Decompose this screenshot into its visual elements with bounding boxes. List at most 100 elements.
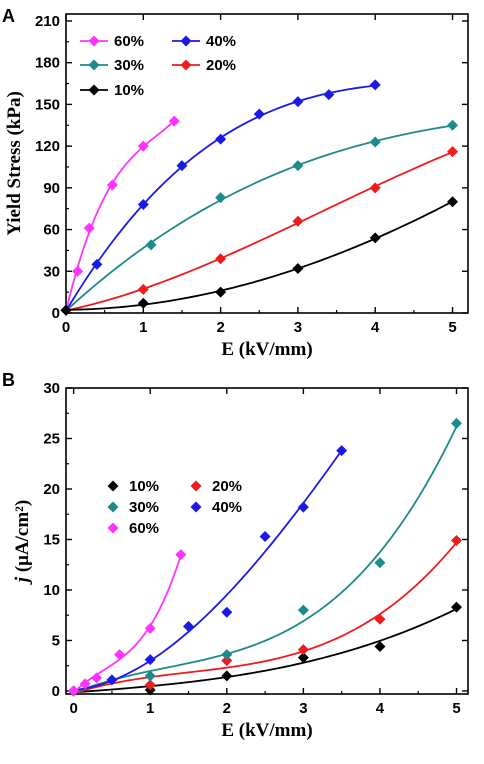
y-tick-label: 0 [52, 683, 60, 700]
legend-label-10%: 10% [114, 82, 144, 99]
data-point-20% [369, 182, 381, 194]
data-point-40% [176, 160, 188, 172]
y-tick-label: 25 [43, 430, 60, 447]
legend-label-20%: 20% [212, 478, 242, 495]
y-axis-label: Yield Stress (kPa) [4, 91, 25, 236]
legend: 60% 40% 30% 20% 10% [80, 33, 236, 99]
data-point-10% [447, 196, 459, 208]
y-tick-label: 90 [43, 180, 60, 197]
data-point-30% [451, 417, 463, 429]
series-curve-20% [73, 541, 458, 695]
panel-label: A [2, 6, 15, 26]
x-tick-label: 3 [299, 700, 307, 717]
legend-marker-40% [190, 501, 202, 513]
data-point-40% [221, 606, 233, 618]
x-tick-label: 0 [62, 319, 70, 336]
legend-label-60%: 60% [129, 520, 159, 537]
data-point-30% [369, 136, 381, 148]
legend-marker-20% [190, 480, 202, 492]
legend-label-20%: 20% [206, 57, 236, 74]
data-point-30% [144, 670, 156, 682]
data-point-40% [259, 530, 271, 542]
data-point-20% [297, 644, 309, 656]
legend-marker-30% [107, 501, 119, 513]
legend-marker-10% [88, 84, 100, 96]
data-point-60% [72, 265, 84, 277]
data-point-40% [137, 199, 149, 211]
y-tick-label: 30 [43, 263, 60, 280]
x-tick-label: 3 [294, 319, 302, 336]
legend-label-30%: 30% [129, 499, 159, 516]
data-point-30% [145, 239, 157, 251]
y-tick-label: 210 [35, 13, 60, 30]
x-tick-label: 1 [146, 700, 154, 717]
data-point-10% [215, 286, 227, 298]
data-point-20% [451, 534, 463, 546]
y-tick-label: 180 [35, 55, 60, 72]
series-curve-30% [73, 426, 458, 694]
data-point-40% [253, 108, 265, 120]
panel-b: 0 1 2 3 4 5 0 5 10 15 20 25 30 E (kV/mm) j (μA/cm²) B 10… [2, 370, 469, 741]
x-axis-label: E (kV/mm) [221, 339, 312, 360]
data-point-40% [323, 89, 335, 101]
data-point-30% [297, 604, 309, 616]
legend-marker-30% [88, 59, 100, 71]
data-point-40% [292, 96, 304, 108]
data-point-10% [297, 652, 309, 664]
plot-frame [65, 13, 469, 314]
panel-a: 0 1 2 3 4 5 0 30 60 90 120 150 180 210 E (kV/mm) Yield … [2, 6, 469, 360]
x-tick-label: 5 [452, 700, 460, 717]
x-tick-label: 5 [448, 319, 456, 336]
data-point-20% [447, 146, 459, 158]
data-point-30% [215, 192, 227, 204]
data-point-60% [144, 622, 156, 634]
x-tick-label: 4 [376, 700, 385, 717]
x-tick-label: 2 [216, 319, 224, 336]
series-curve-20% [65, 151, 453, 312]
legend-marker-40% [180, 35, 192, 47]
data-point-40% [336, 445, 348, 457]
legend-marker-10% [107, 480, 119, 492]
data-point-10% [137, 297, 149, 309]
data-point-60% [175, 549, 187, 561]
data-point-10% [221, 670, 233, 682]
legend-marker-60% [88, 35, 100, 47]
data-point-60% [83, 222, 95, 234]
x-tick-label: 1 [139, 319, 147, 336]
data-point-30% [292, 160, 304, 172]
y-axis-label: j (μA/cm²) [12, 500, 33, 585]
data-point-60% [79, 678, 91, 690]
data-point-30% [221, 649, 233, 661]
data-point-40% [369, 79, 381, 91]
data-point-10% [374, 641, 386, 653]
series-curve-40% [73, 449, 343, 691]
data-point-30% [374, 557, 386, 569]
data-point-20% [374, 613, 386, 625]
data-point-10% [451, 601, 463, 613]
legend-label-40%: 40% [206, 33, 236, 50]
data-point-10% [369, 232, 381, 244]
data-point-40% [215, 133, 227, 145]
data-point-60% [114, 649, 126, 661]
legend-label-30%: 30% [114, 57, 144, 74]
data-point-60% [106, 179, 118, 191]
data-point-20% [144, 679, 156, 691]
series-curve-60% [65, 120, 175, 312]
plot-frame [65, 387, 469, 695]
series-curve-10% [65, 200, 453, 311]
y-tick-label: 60 [43, 222, 60, 239]
data-point-40% [106, 674, 118, 686]
data-point-20% [215, 253, 227, 265]
data-point-40% [144, 654, 156, 666]
y-tick-label: 120 [35, 138, 60, 155]
data-point-60% [91, 672, 103, 684]
data-point-40% [91, 258, 103, 270]
y-tick-label: 20 [43, 481, 60, 498]
data-point-20% [221, 655, 233, 667]
series-curve-10% [73, 608, 457, 694]
x-axis-label: E (kV/mm) [221, 720, 312, 741]
y-tick-label: 0 [52, 305, 60, 322]
legend-label-10%: 10% [129, 478, 159, 495]
legend-label-40%: 40% [212, 499, 242, 516]
